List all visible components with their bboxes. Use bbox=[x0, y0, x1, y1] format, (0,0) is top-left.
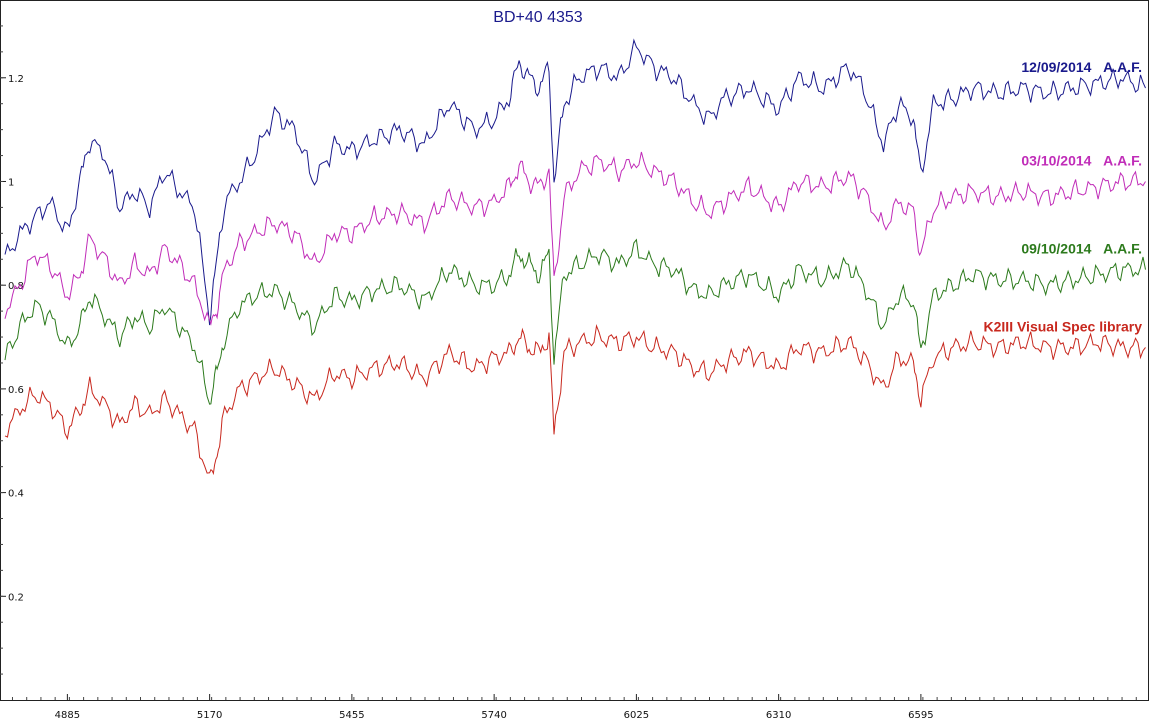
legend-label: 12/09/2014 A.A.F. bbox=[1021, 59, 1142, 75]
y-tick-label: 0.6 bbox=[8, 385, 24, 396]
series-line bbox=[4, 323, 1146, 476]
x-tick-label: 5170 bbox=[197, 710, 222, 721]
legend-layer: 12/09/2014 A.A.F. 03/10/2014 A.A.F. 09/10/… bbox=[984, 59, 1143, 334]
series-layer bbox=[4, 38, 1146, 476]
chart-frame bbox=[0, 0, 1149, 701]
x-tick-label: 6025 bbox=[624, 710, 649, 721]
y-tick-label: 0.4 bbox=[8, 489, 24, 500]
x-tick-label: 5740 bbox=[481, 710, 506, 721]
y-tick-label: 0.2 bbox=[8, 592, 24, 603]
x-tick-label: 6595 bbox=[908, 710, 933, 721]
x-tick-label: 6310 bbox=[766, 710, 791, 721]
chart-title: BD+40 4353 bbox=[493, 9, 583, 26]
x-tick-label: 4885 bbox=[55, 710, 80, 721]
x-axis: 4885 5170 5455 5740 6025 6310 6595 bbox=[11, 694, 1137, 721]
series-line bbox=[4, 38, 1146, 326]
y-tick-label: 1.2 bbox=[8, 74, 24, 85]
x-tick-label: 5455 bbox=[339, 710, 364, 721]
series-line bbox=[4, 151, 1146, 326]
legend-label: 09/10/2014 A.A.F. bbox=[1021, 241, 1142, 257]
y-tick-label: 1 bbox=[8, 177, 14, 188]
series-line bbox=[4, 238, 1146, 405]
legend-label: 03/10/2014 A.A.F. bbox=[1021, 152, 1142, 168]
legend-label: K2III Visual Spec library bbox=[984, 318, 1143, 334]
